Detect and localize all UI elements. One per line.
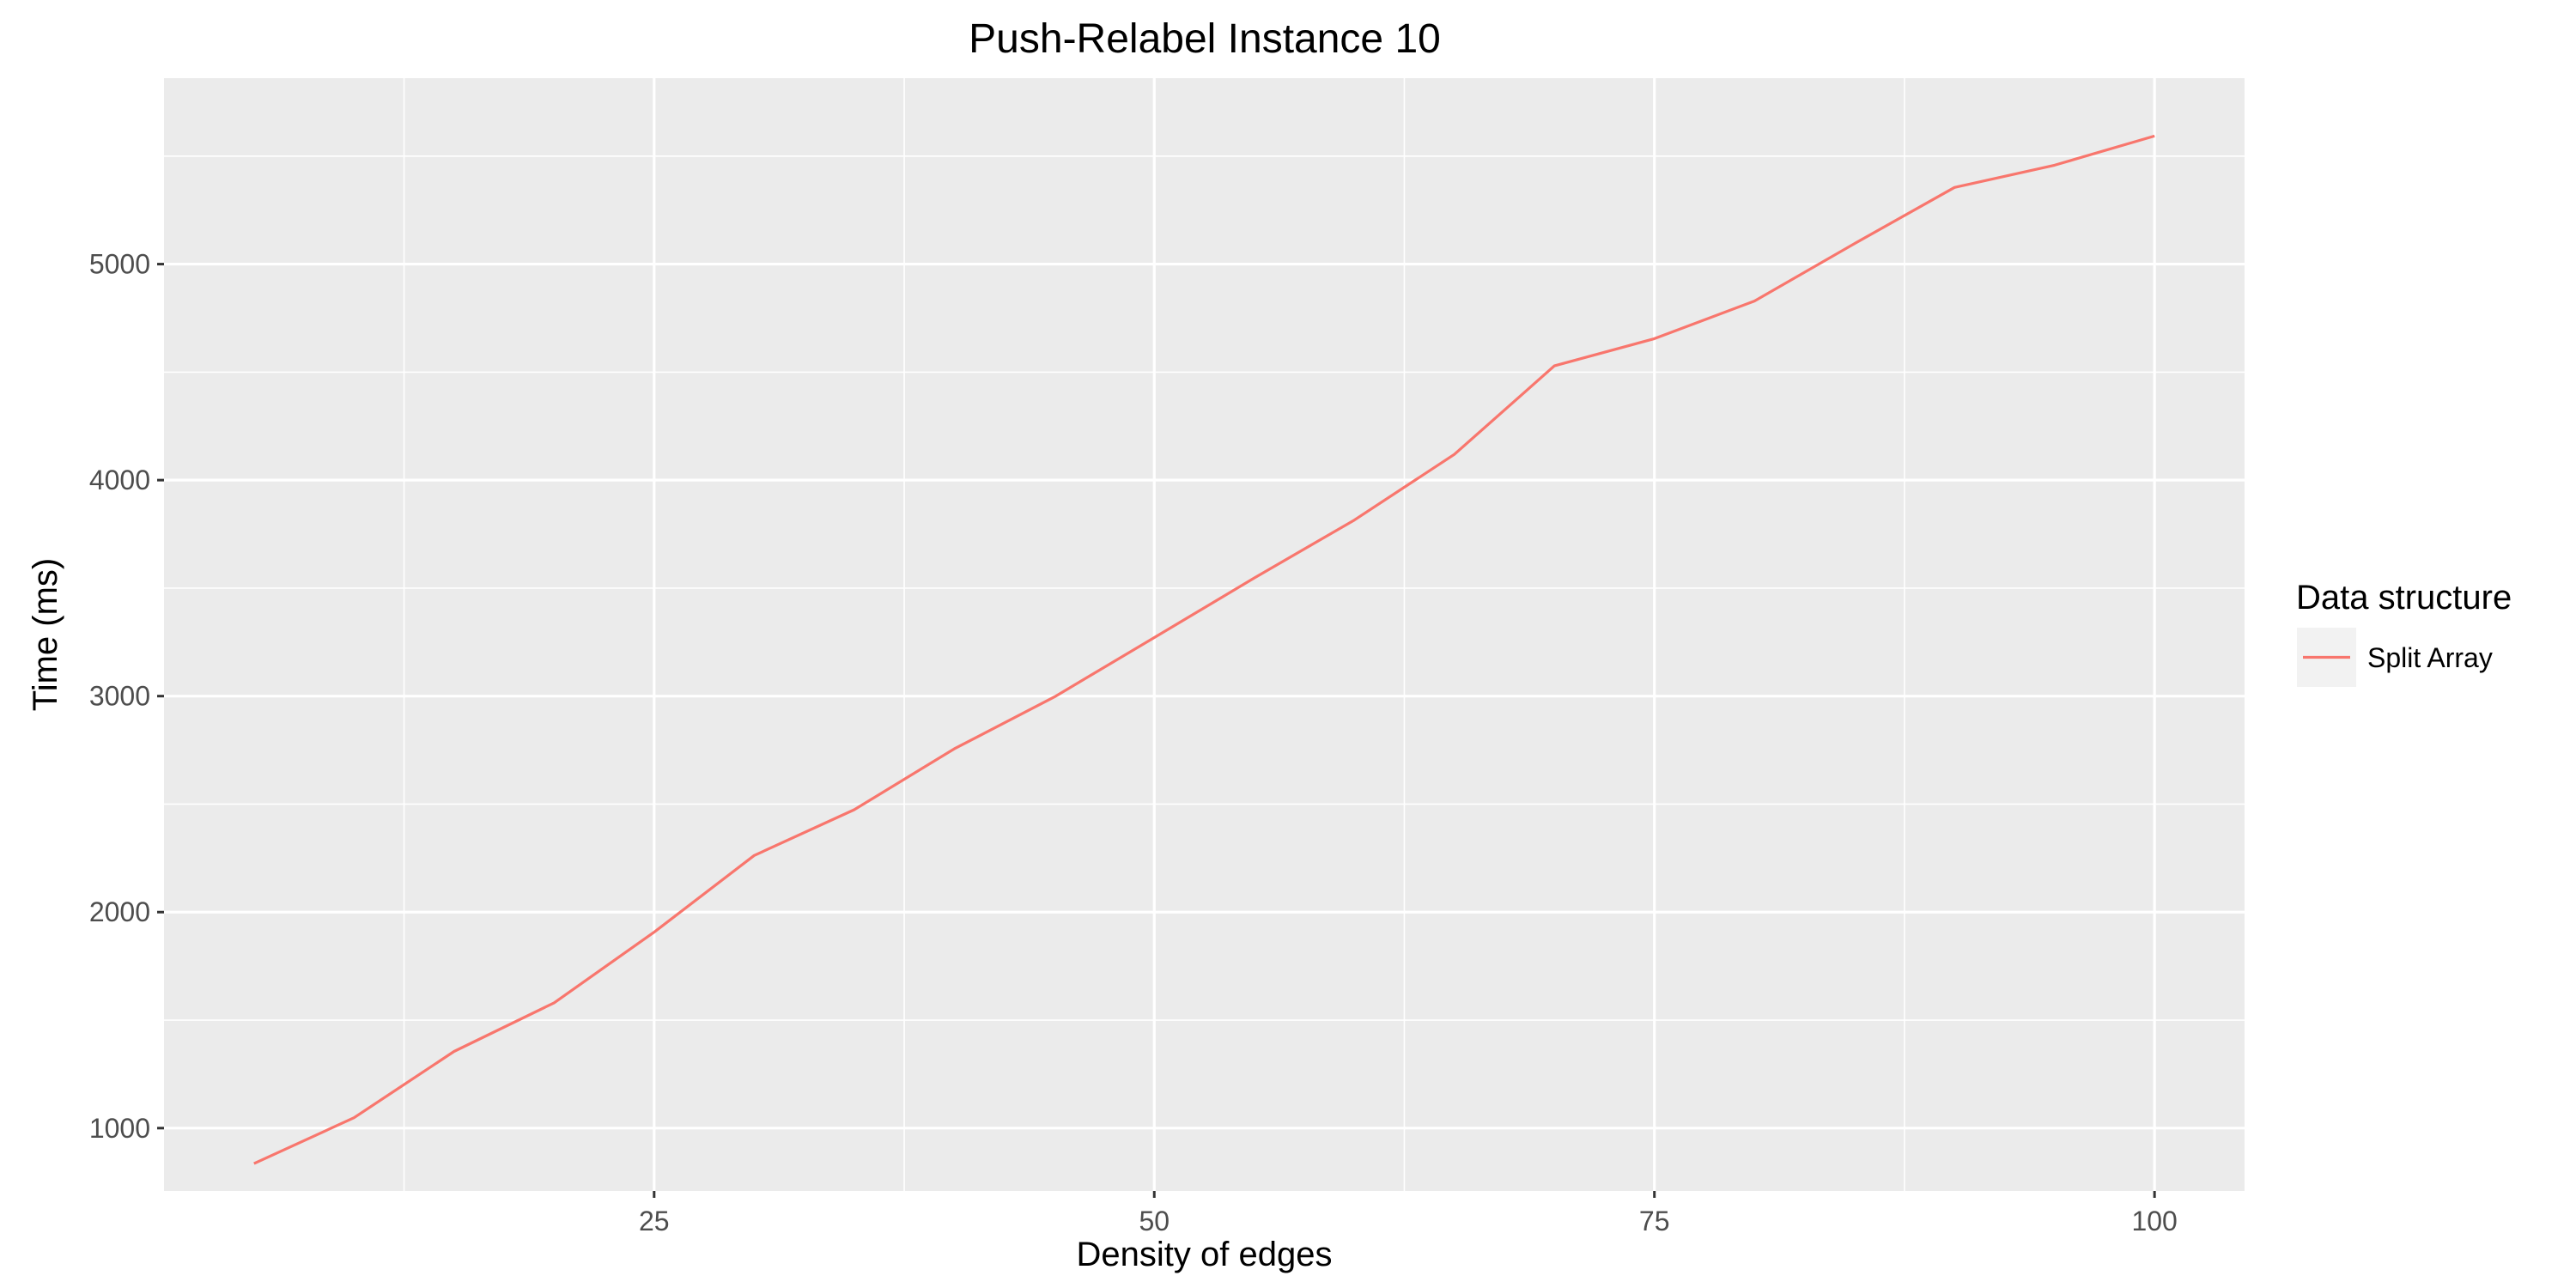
series-line-0 (253, 134, 2155, 1165)
legend: Data structure Split Array (2296, 579, 2512, 687)
y-axis-label: Time (ms) (27, 558, 64, 711)
x-tick-label: 75 (1639, 1206, 1670, 1236)
chart-title: Push-Relabel Instance 10 (969, 16, 1441, 62)
y-tick-label: 1000 (89, 1113, 150, 1144)
x-tick-label: 25 (639, 1206, 670, 1236)
y-axis-ticks: 1000 2000 3000 4000 5000 (89, 249, 164, 1144)
y-tick-label: 5000 (89, 249, 150, 280)
plot-panel (164, 78, 2245, 1191)
legend-items: Split Array (2297, 628, 2493, 687)
legend-label: Split Array (2367, 642, 2493, 673)
series-lines (253, 134, 2155, 1165)
x-tick-label: 100 (2131, 1206, 2177, 1236)
x-axis-ticks: 25 50 75 100 (639, 1191, 2178, 1236)
grid-major (164, 78, 2245, 1191)
x-tick-label: 50 (1139, 1206, 1170, 1236)
y-tick-label: 4000 (89, 465, 150, 495)
y-tick-label: 3000 (89, 681, 150, 712)
y-tick-label: 2000 (89, 896, 150, 927)
legend-title: Data structure (2296, 579, 2512, 617)
x-axis-label: Density of edges (1077, 1236, 1333, 1273)
